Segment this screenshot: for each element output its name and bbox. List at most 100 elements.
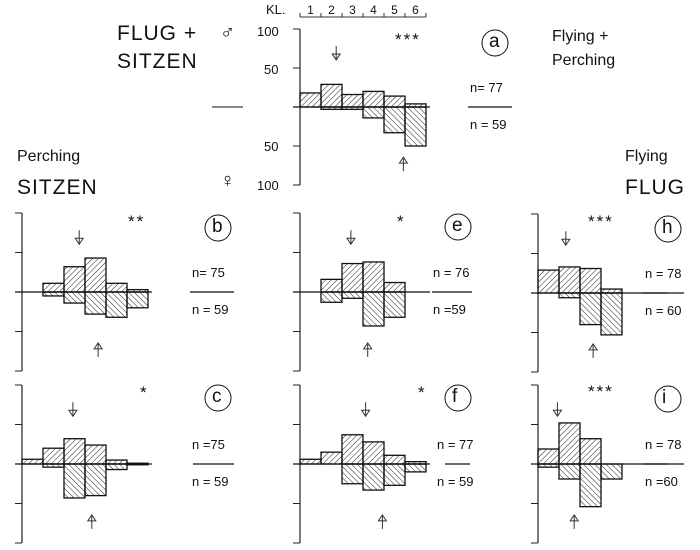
flying-en-label: Flying — [625, 148, 668, 165]
female-bar — [105, 291, 128, 318]
male-bar — [105, 282, 128, 293]
panel-h — [531, 213, 684, 373]
n-female: n =60 — [645, 474, 678, 489]
kl-class-label: 2 — [328, 3, 335, 17]
male-bar — [362, 90, 385, 108]
female-bar — [320, 106, 343, 110]
panel-a — [293, 28, 512, 186]
panel-letter-a: a — [489, 31, 500, 52]
female-bar — [84, 463, 107, 497]
n-female: n = 59 — [437, 474, 474, 489]
male-bar — [84, 257, 107, 293]
title-de-line2: SITZEN — [117, 50, 198, 73]
significance-stars: *** — [588, 212, 614, 231]
male-bar — [362, 261, 385, 293]
significance-stars: * — [418, 383, 427, 402]
male-bar — [42, 282, 65, 293]
female-bar — [404, 463, 427, 473]
male-bar — [383, 95, 406, 108]
n-male: n = 77 — [437, 437, 474, 452]
male-bar — [341, 93, 364, 108]
significance-stars: *** — [588, 382, 614, 401]
female-bar — [105, 463, 128, 471]
male-bar — [42, 447, 65, 465]
female-bar — [341, 291, 364, 299]
male-symbol: ♂ — [220, 22, 235, 44]
axis-tick-50-top: 50 — [264, 62, 279, 77]
kl-class-label: 3 — [349, 3, 356, 17]
n-male: n = 76 — [433, 265, 470, 280]
female-bar — [537, 463, 560, 468]
female-bar — [362, 463, 385, 491]
perching-de-label: SITZEN — [17, 176, 98, 199]
male-bar — [383, 281, 406, 293]
title-en-line2: Perching — [552, 52, 616, 69]
female-bar — [362, 106, 385, 119]
female-bar — [383, 291, 406, 318]
n-female: n = 59 — [470, 117, 507, 132]
n-male: n = 78 — [645, 266, 682, 281]
kl-class-label: 5 — [391, 3, 398, 17]
panel-letter-h: h — [662, 217, 673, 238]
male-bar — [341, 262, 364, 293]
panel-c — [15, 384, 234, 544]
panel-e — [293, 212, 472, 372]
kl-label: KL. — [266, 2, 286, 17]
title-en-line1: Flying + — [552, 28, 609, 45]
panel-letter-i: i — [662, 387, 667, 408]
kl-class-label: 4 — [370, 3, 377, 17]
significance-stars: * — [140, 383, 149, 402]
n-male: n= 75 — [192, 265, 225, 280]
male-bar — [579, 438, 602, 465]
male-bar — [84, 444, 107, 465]
n-male: n =75 — [192, 437, 225, 452]
significance-stars: * — [397, 212, 406, 231]
female-bar — [63, 463, 86, 499]
female-bar — [63, 291, 86, 304]
n-female: n = 59 — [192, 302, 229, 317]
panel-b — [15, 212, 234, 372]
female-bar — [383, 463, 406, 486]
female-bar — [341, 463, 364, 485]
male-bar — [320, 83, 343, 108]
axis-tick-100-bottom: 100 — [257, 178, 279, 193]
n-male: n = 78 — [645, 437, 682, 452]
female-bar — [42, 463, 65, 468]
female-bar — [600, 292, 623, 336]
flying-de-label: FLUG — [625, 176, 686, 199]
female-bar — [362, 291, 385, 327]
female-bar — [341, 106, 364, 110]
male-bar — [579, 267, 602, 294]
male-bar — [320, 278, 343, 293]
axis-tick-100-top: 100 — [257, 24, 279, 39]
panel-i — [531, 384, 684, 544]
female-bar — [320, 291, 343, 303]
kl-class-label: 6 — [412, 3, 419, 17]
female-bar — [579, 292, 602, 326]
female-bar — [42, 291, 65, 297]
male-bar — [63, 438, 86, 465]
female-bar — [126, 291, 149, 309]
perching-en-label: Perching — [17, 148, 81, 165]
axis-tick-50-bottom: 50 — [264, 139, 279, 154]
male-bar — [383, 454, 406, 465]
male-bar — [21, 458, 44, 465]
kl-class-label: 1 — [307, 3, 314, 17]
female-symbol: ♀ — [220, 170, 235, 192]
female-bar — [579, 463, 602, 508]
female-bar — [84, 291, 107, 315]
n-female: n = 59 — [192, 474, 229, 489]
male-bar — [63, 266, 86, 293]
female-bar — [558, 463, 581, 480]
male-bar — [299, 458, 322, 465]
panel-letter-b: b — [212, 216, 223, 237]
male-bar — [362, 441, 385, 465]
male-bar — [341, 434, 364, 465]
female-bar — [600, 463, 623, 480]
title-de-line1: FLUG + — [117, 22, 198, 45]
female-bar — [404, 106, 427, 147]
n-female: n =59 — [433, 302, 466, 317]
male-bar — [558, 422, 581, 465]
significance-stars: ** — [128, 212, 146, 231]
